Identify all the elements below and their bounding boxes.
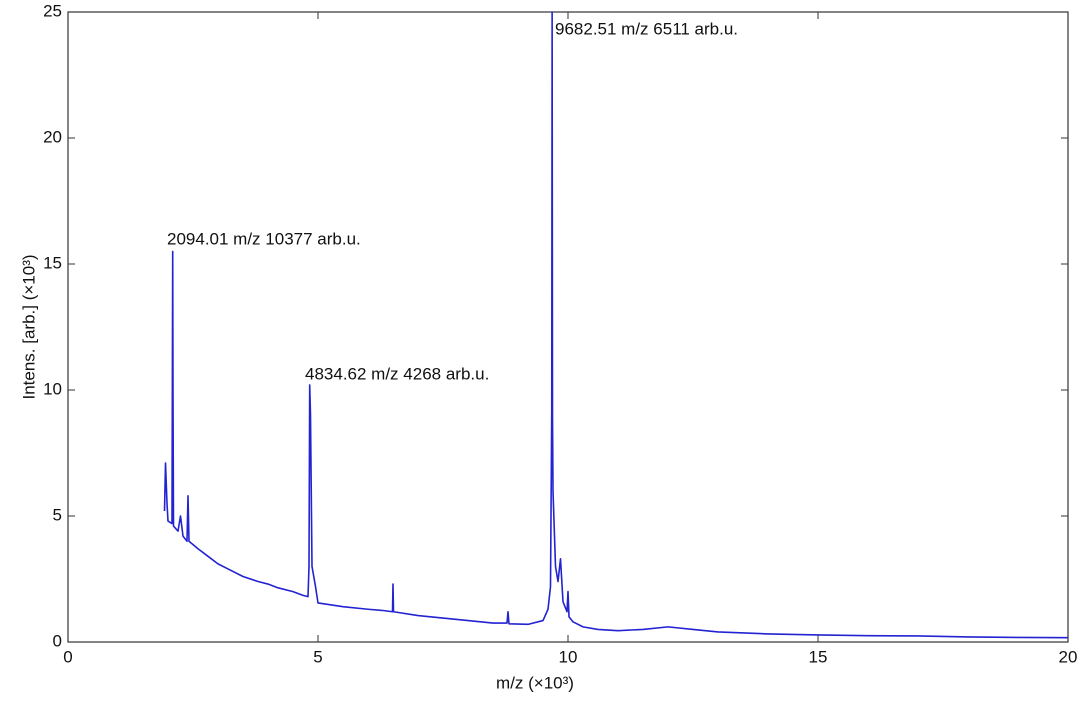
y-tick-label: 0 <box>53 631 62 650</box>
peak-annotation: 4834.62 m/z 4268 arb.u. <box>305 364 489 383</box>
peak-annotation: 9682.51 m/z 6511 arb.u. <box>555 19 738 38</box>
y-axis-label: Intens. [arb.] (×10³) <box>19 254 38 399</box>
x-tick-label: 10 <box>559 647 578 666</box>
y-tick-label: 10 <box>43 379 62 398</box>
plot-frame <box>67 11 1069 643</box>
y-tick-label: 15 <box>43 253 62 272</box>
spectrum-line <box>163 11 1069 639</box>
x-tick-label: 5 <box>313 647 322 666</box>
peak-annotation: 2094.01 m/z 10377 arb.u. <box>167 229 361 248</box>
y-tick-label: 5 <box>53 505 62 524</box>
x-axis-label: m/z (×10³) <box>496 673 574 692</box>
y-tick-label: 25 <box>43 1 62 20</box>
x-tick-label: 0 <box>63 647 72 666</box>
x-tick-label: 15 <box>809 647 828 666</box>
y-tick-label: 20 <box>43 127 62 146</box>
x-tick-label: 20 <box>1059 647 1078 666</box>
